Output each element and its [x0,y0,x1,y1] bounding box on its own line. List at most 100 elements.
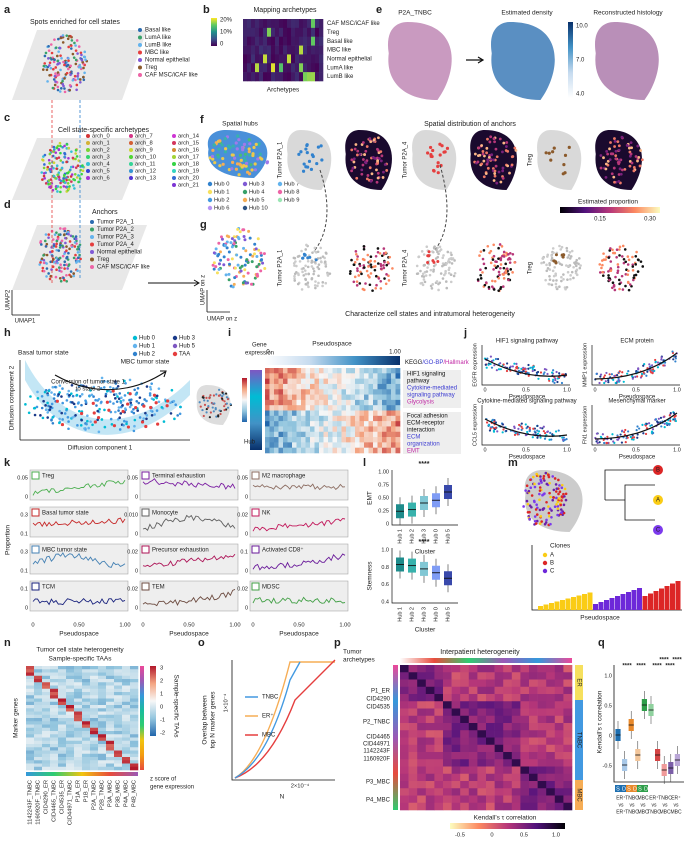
decor-dot [388,255,392,259]
heat-cell [26,747,35,751]
heat-cell [486,788,495,796]
heat-cell [292,415,297,422]
heat-cell [377,437,383,443]
heat-cell [434,795,444,804]
decor-dot [554,430,558,433]
decor-dot [654,358,657,362]
decor-dot [199,405,202,408]
panel-letter: e [376,4,382,16]
heat-cell [251,27,256,38]
decor-dot [513,261,516,264]
decor-dot [94,398,97,402]
decor-dot [653,465,663,475]
label: Terminal exhaustion [152,474,205,480]
heat-cell [382,421,387,427]
decor-dot [304,248,308,251]
decor-dot [372,265,375,269]
decor-dot [277,197,283,203]
decor-dot [506,164,510,168]
heat-cell [391,383,396,390]
decor-dot [649,365,652,368]
heat-cell [34,750,43,755]
heat-cell [98,718,107,722]
heat-cell [468,701,478,709]
decor-dot [354,252,358,256]
decor-dot [618,282,621,286]
decor-dot [297,152,301,156]
heat-cell [341,431,347,438]
decor-dot [242,205,248,211]
heat-cell [42,682,51,686]
decor-dot [575,258,579,262]
decor-dot [547,475,551,479]
decor-dot [604,175,608,179]
decor-dot [437,252,440,256]
heat-cell [130,753,139,758]
decor-dot [50,58,53,61]
heat-cell [341,442,347,448]
decor-dot [53,393,56,396]
decor-dot [145,414,149,417]
decor-dot [68,83,72,87]
decor-dot [39,261,42,264]
decor-dot [644,432,648,436]
decor-dot [66,415,70,419]
heat-cell [395,399,401,406]
heat-cell [283,383,288,390]
heat-cell [332,437,338,443]
decor-dot [376,162,379,165]
heat-cell [520,701,530,709]
decor-dot [104,392,108,396]
heat-cell [283,405,288,411]
label: **** [672,658,682,664]
decor-dot [564,498,568,502]
decor-dot [562,503,566,507]
decor-dot [491,425,494,429]
decor-dot [550,258,553,262]
decor-dot [265,161,269,165]
heat-cell [287,368,293,374]
heat-cell [537,802,547,811]
heat-cell [66,760,75,764]
heat-cell [98,705,107,709]
heat-cell [451,672,461,680]
decor-dot [145,399,148,403]
heat-cell [368,394,374,401]
decor-dot [613,137,616,140]
heat-cell [511,730,521,738]
decor-dot [123,379,126,383]
heat-cell [82,753,91,758]
decor-dot [219,258,223,262]
heat-cell [494,759,504,767]
heat-cell [269,431,275,438]
decor-dot [218,388,221,391]
label: Kendall's τ correlation [597,690,604,753]
heat-cell [310,394,315,401]
decor-dot [240,165,244,169]
decor-dot [86,419,89,423]
decor-dot [45,267,49,270]
decor-dot [207,181,213,187]
decor-dot [48,148,52,152]
heat-cell [283,63,288,73]
heat-cell [443,766,452,775]
decor-dot [62,179,65,183]
heat-cell [451,752,461,760]
decor-dot [653,495,663,505]
decor-dot [169,401,172,405]
heat-cell [368,447,374,454]
heat-cell [386,437,392,443]
decor-dot [103,425,107,429]
decor-dot [74,235,78,238]
label: arch_15 [178,141,199,147]
decor-dot [92,395,95,398]
hist-bar [538,606,543,610]
label: 0 [266,350,270,356]
decor-dot [632,276,636,280]
decor-dot [432,246,436,250]
heat-cell [332,447,338,454]
decor-dot [626,255,630,258]
heat-cell [468,773,478,782]
plot-bg [250,470,348,500]
decor-dot [614,275,617,279]
